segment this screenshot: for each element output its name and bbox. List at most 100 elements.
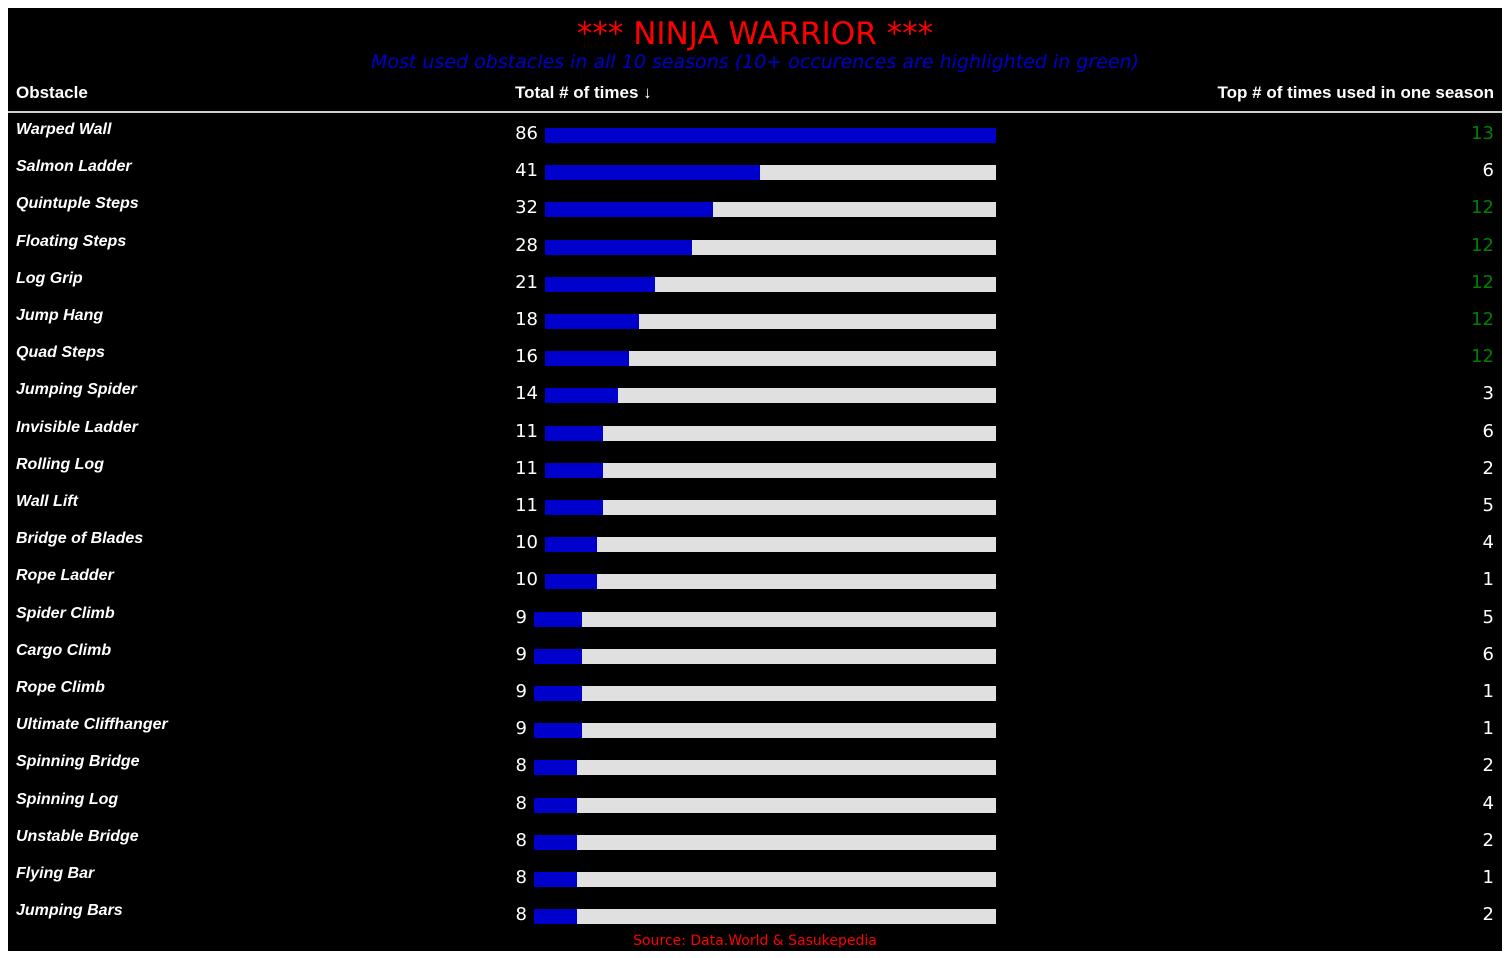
top-season-value: 5 bbox=[1482, 606, 1494, 628]
total-bar bbox=[545, 351, 629, 367]
total-bar bbox=[545, 165, 760, 181]
obstacle-name: Jump Hang bbox=[16, 307, 104, 324]
table-row: Floating Steps 28 12 bbox=[8, 232, 1502, 269]
total-bar-track bbox=[534, 611, 996, 627]
total-bar-track bbox=[534, 872, 996, 887]
total-value: 8 bbox=[515, 904, 527, 926]
total-value: 8 bbox=[515, 829, 527, 851]
table-row: Cargo Climb 9 6 bbox=[8, 641, 1502, 678]
obstacle-name: Log Grip bbox=[16, 269, 83, 287]
total-bar-track bbox=[545, 537, 996, 553]
total-value: 8 bbox=[515, 867, 527, 888]
obstacle-name: Quad Steps bbox=[16, 344, 105, 362]
total-bar bbox=[534, 760, 577, 776]
obstacle-name: Spinning Bridge bbox=[16, 753, 140, 771]
total-value: 10 bbox=[515, 569, 538, 591]
top-season-value: 4 bbox=[1482, 532, 1494, 554]
total-value: 11 bbox=[515, 495, 538, 516]
obstacle-name: Spinning Log bbox=[16, 790, 119, 808]
table-row: Jumping Spider 14 3 bbox=[8, 380, 1502, 417]
top-season-value: 12 bbox=[1471, 346, 1494, 368]
table-row: Spinning Bridge 8 2 bbox=[8, 752, 1502, 789]
total-bar bbox=[534, 797, 577, 813]
table-row: Rope Ladder 10 1 bbox=[8, 566, 1502, 603]
top-season-value: 1 bbox=[1482, 867, 1494, 888]
obstacle-name: Spider Climb bbox=[16, 604, 115, 622]
table-row: Quintuple Steps 32 12 bbox=[8, 194, 1502, 231]
top-season-value: 6 bbox=[1482, 160, 1494, 182]
total-value: 9 bbox=[515, 643, 527, 665]
total-bar bbox=[545, 239, 692, 255]
obstacle-name: Wall Lift bbox=[16, 493, 78, 510]
top-season-value: 1 bbox=[1482, 681, 1494, 702]
total-value: 9 bbox=[515, 718, 527, 740]
table-row: Jump Hang 18 12 bbox=[8, 306, 1502, 343]
total-bar bbox=[545, 500, 603, 515]
top-season-value: 12 bbox=[1471, 197, 1494, 219]
total-bar-track bbox=[534, 723, 996, 739]
obstacle-name: Salmon Ladder bbox=[16, 158, 132, 176]
total-bar bbox=[545, 128, 996, 143]
total-bar bbox=[545, 388, 619, 404]
table-row: Unstable Bridge 8 2 bbox=[8, 827, 1502, 864]
total-value: 41 bbox=[515, 160, 538, 182]
top-season-value: 2 bbox=[1482, 904, 1494, 926]
total-value: 10 bbox=[515, 532, 538, 554]
total-bar bbox=[534, 686, 583, 701]
total-bar-track bbox=[534, 760, 996, 776]
obstacle-name: Flying Bar bbox=[16, 865, 95, 882]
total-bar bbox=[534, 909, 577, 925]
total-bar-track bbox=[545, 128, 996, 143]
chart-title: *** NINJA WARRIOR *** bbox=[576, 16, 934, 52]
total-value: 9 bbox=[515, 681, 527, 702]
total-bar-track bbox=[545, 500, 996, 515]
obstacle-name: Quintuple Steps bbox=[16, 195, 139, 213]
total-bar bbox=[534, 648, 583, 664]
top-season-value: 13 bbox=[1471, 123, 1494, 144]
chart-subtitle: Most used obstacles in all 10 seasons (1… bbox=[370, 51, 1139, 73]
top-season-value: 2 bbox=[1482, 755, 1494, 777]
total-bar-track bbox=[534, 797, 996, 813]
table-row: Spider Climb 9 5 bbox=[8, 604, 1502, 641]
top-season-value: 6 bbox=[1482, 643, 1494, 665]
obstacle-name: Jumping Spider bbox=[16, 381, 137, 399]
top-season-value: 1 bbox=[1482, 569, 1494, 591]
table-row: Ultimate Cliffhanger 9 1 bbox=[8, 715, 1502, 752]
table-row: Warped Wall 86 13 bbox=[8, 120, 1502, 157]
total-bar bbox=[534, 834, 577, 850]
table-row: Quad Steps 16 12 bbox=[8, 343, 1502, 380]
total-value: 14 bbox=[515, 383, 538, 405]
total-bar-track bbox=[545, 425, 996, 441]
table-row: Bridge of Blades 10 4 bbox=[8, 529, 1502, 566]
top-season-value: 12 bbox=[1471, 309, 1494, 330]
column-header-total[interactable]: Total # of times ↓ bbox=[515, 83, 652, 102]
column-header-obstacle[interactable]: Obstacle bbox=[16, 83, 88, 102]
total-bar-track bbox=[534, 686, 996, 701]
table-row: Wall Lift 11 5 bbox=[8, 492, 1502, 529]
total-bar bbox=[545, 462, 603, 478]
column-header-top-per-season[interactable]: Top # of times used in one season bbox=[1217, 83, 1494, 102]
obstacle-name: Rolling Log bbox=[16, 455, 104, 473]
total-bar bbox=[545, 202, 713, 218]
header-divider bbox=[8, 111, 1502, 113]
total-bar bbox=[545, 537, 598, 553]
obstacle-name: Jumping Bars bbox=[16, 902, 123, 920]
total-bar bbox=[545, 574, 598, 590]
total-value: 11 bbox=[515, 457, 538, 479]
total-value: 11 bbox=[515, 420, 538, 442]
table-row: Log Grip 21 12 bbox=[8, 269, 1502, 306]
total-value: 18 bbox=[515, 309, 538, 330]
total-bar bbox=[545, 425, 603, 441]
total-bar-track bbox=[545, 574, 996, 590]
top-season-value: 6 bbox=[1482, 420, 1494, 442]
total-bar-track bbox=[545, 202, 996, 218]
top-season-value: 3 bbox=[1482, 383, 1494, 405]
obstacle-name: Warped Wall bbox=[16, 121, 112, 138]
obstacle-name: Rope Ladder bbox=[16, 567, 114, 585]
total-bar-track bbox=[545, 351, 996, 367]
total-value: 8 bbox=[515, 792, 527, 814]
total-bar-track bbox=[534, 834, 996, 850]
total-value: 21 bbox=[515, 271, 538, 293]
obstacle-rows: Warped Wall 86 13 Salmon Ladder 41 6 Quintuple… bbox=[8, 8, 1502, 951]
total-bar bbox=[545, 314, 640, 329]
